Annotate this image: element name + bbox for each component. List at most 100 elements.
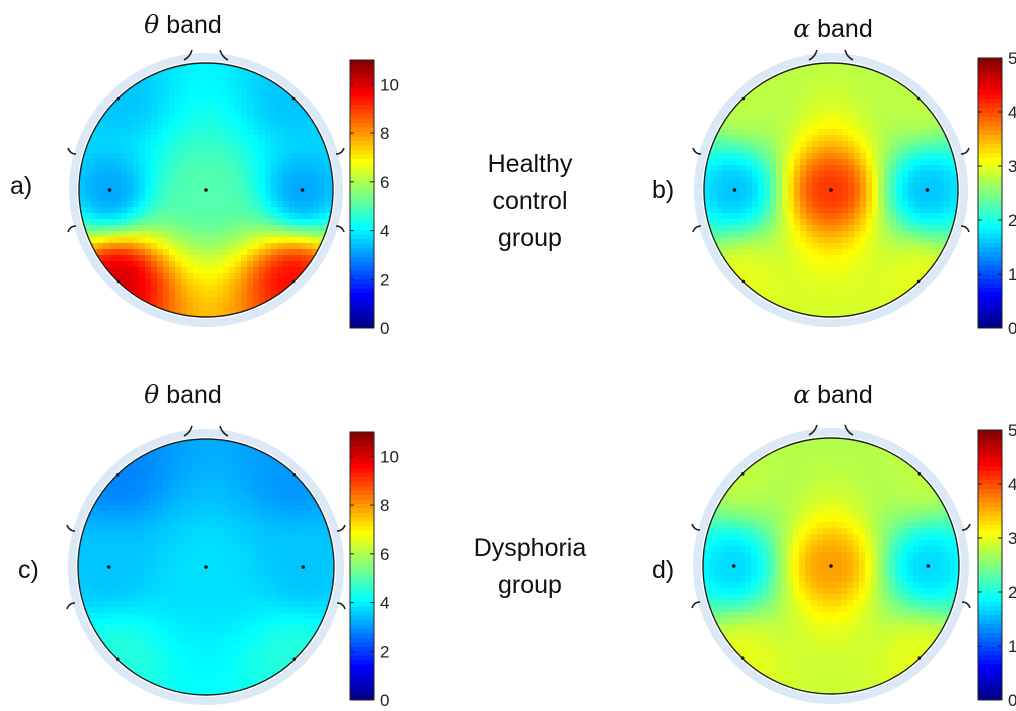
topomap-cell (144, 475, 151, 482)
topomap-cell (264, 577, 271, 584)
topomap-cell (85, 297, 92, 304)
topomap-cell (271, 135, 278, 142)
topomap-cell (788, 81, 795, 88)
topomap-cell (277, 225, 284, 232)
topomap-cell (253, 189, 260, 196)
topomap-cell (211, 183, 218, 190)
topomap-cell (722, 207, 729, 214)
topomap-cell (223, 159, 230, 166)
topomap-cell (91, 171, 98, 178)
topomap-cell (288, 535, 295, 542)
topomap-cell (264, 547, 271, 554)
topomap-cell (265, 315, 272, 322)
topomap-cell (740, 135, 747, 142)
topomap-cell (90, 439, 97, 446)
topomap-cell (331, 297, 338, 304)
topomap-cell (259, 105, 266, 112)
topomap-cell (187, 129, 194, 136)
topomap-cell (307, 231, 314, 238)
topomap-cell (133, 255, 140, 262)
topomap-cell (175, 135, 182, 142)
topomap-cell (848, 285, 855, 292)
topomap-cell (758, 177, 765, 184)
topomap-cell (956, 255, 963, 262)
colorbar-segment (350, 145, 374, 150)
topomap-cell (313, 195, 320, 202)
topomap-cell (307, 213, 314, 220)
topomap-cell (764, 129, 771, 136)
topomap-cell (884, 231, 891, 238)
topomap-cell (174, 481, 181, 488)
topomap-cell (156, 469, 163, 476)
topomap-cell (223, 189, 230, 196)
topomap-cell (836, 105, 843, 112)
topomap-cell (168, 457, 175, 464)
topomap-cell (282, 553, 289, 560)
topomap-cell (163, 141, 170, 148)
topomap-cell (782, 285, 789, 292)
topomap-cell (97, 207, 104, 214)
panel-label-b: b) (652, 176, 674, 205)
topomap-cell (776, 165, 783, 172)
topomap-cell (770, 93, 777, 100)
topomap-cell (270, 469, 277, 476)
topomap-cell (211, 189, 218, 196)
topomap-cell (211, 99, 218, 106)
topomap-cell (890, 195, 897, 202)
topomap-cell (217, 111, 224, 118)
topomap-cell (133, 201, 140, 208)
topomap-cell (866, 129, 873, 136)
topomap-cell (770, 219, 777, 226)
topomap-cell (330, 445, 337, 452)
topomap-cell (872, 165, 879, 172)
topomap-cell (854, 159, 861, 166)
topomap-cell (283, 177, 290, 184)
topomap-cell (121, 183, 128, 190)
topomap-cell (782, 225, 789, 232)
colorbar-segment (350, 310, 374, 315)
topomap-cell (216, 523, 223, 530)
topomap-cell (109, 303, 116, 310)
topomap-cell (121, 147, 128, 154)
topomap-cell (716, 309, 723, 316)
topomap-cell (806, 123, 813, 130)
topomap-cell (896, 141, 903, 148)
topomap-cell (294, 565, 301, 572)
topomap-cell (102, 493, 109, 500)
topomap-cell (265, 207, 272, 214)
topomap-cell (127, 171, 134, 178)
colorbar-segment (978, 189, 1002, 194)
topomap-cell (175, 141, 182, 148)
topomap-cell (944, 309, 951, 316)
topomap-cell (97, 219, 104, 226)
topomap-cell (288, 577, 295, 584)
topomap-cell (890, 99, 897, 106)
topomap-cell (90, 553, 97, 560)
topomap-cell (132, 499, 139, 506)
topomap-cell (103, 141, 110, 148)
topomap-cell (91, 285, 98, 292)
topomap-cell (145, 213, 152, 220)
topomap-cell (770, 111, 777, 118)
topomap-cell (884, 129, 891, 136)
topomap-cell (103, 153, 110, 160)
topomap-cell (878, 105, 885, 112)
topomap-cell (96, 583, 103, 590)
topomap-cell (103, 87, 110, 94)
topomap-cell (180, 505, 187, 512)
topomap-cell (265, 123, 272, 130)
topomap-cell (198, 523, 205, 530)
topomap-cell (175, 105, 182, 112)
topomap-cell (217, 99, 224, 106)
topomap-cell (204, 589, 211, 596)
topomap-cell (121, 249, 128, 256)
topomap-cell (842, 129, 849, 136)
topomap-cell (836, 267, 843, 274)
topomap-cell (878, 291, 885, 298)
topomap-cell (746, 267, 753, 274)
topomap-cell (283, 249, 290, 256)
topomap-cell (764, 285, 771, 292)
topomap-cell (132, 571, 139, 578)
topomap-cell (228, 481, 235, 488)
topomap-cell (139, 219, 146, 226)
